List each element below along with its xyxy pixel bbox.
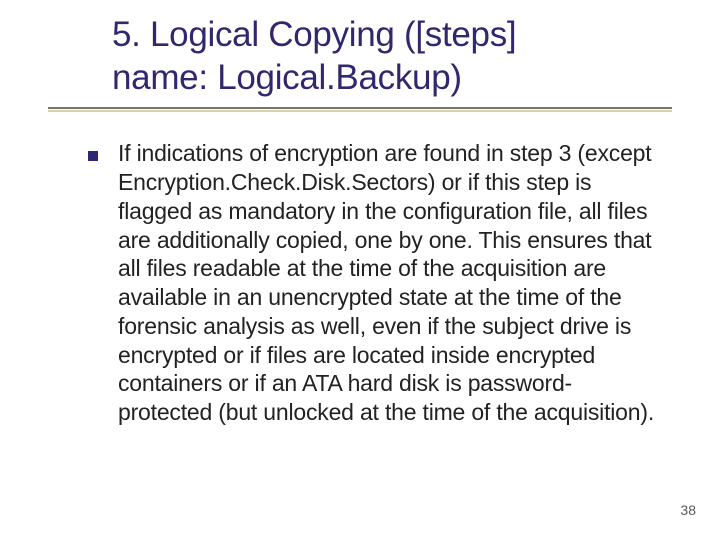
body-row: If indications of encryption are found i… xyxy=(48,139,672,427)
page-number: 38 xyxy=(680,502,696,518)
title-line-2: name: Logical.Backup) xyxy=(112,57,672,100)
bullet-icon xyxy=(88,151,98,161)
body-text: If indications of encryption are found i… xyxy=(118,139,664,427)
title-underline xyxy=(48,107,672,113)
title-line-1: 5. Logical Copying ([steps] xyxy=(112,14,672,57)
slide: 5. Logical Copying ([steps] name: Logica… xyxy=(0,0,720,540)
slide-title: 5. Logical Copying ([steps] name: Logica… xyxy=(48,14,672,99)
